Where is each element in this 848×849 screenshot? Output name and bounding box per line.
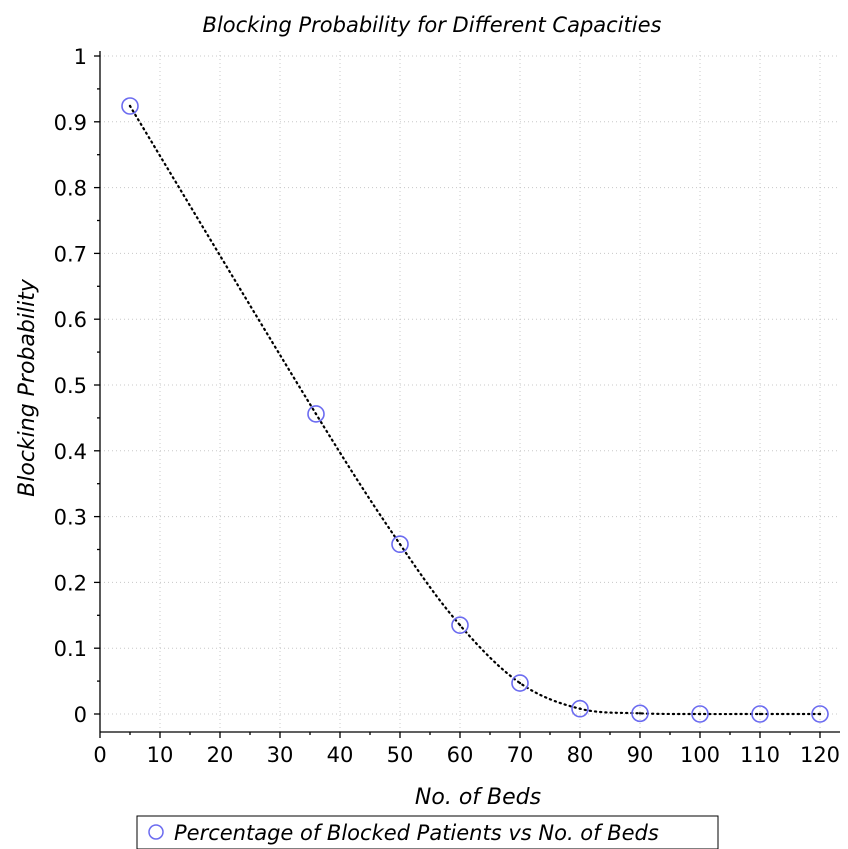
- x-gridlines: [99, 51, 821, 732]
- data-point-center: [458, 623, 462, 627]
- x-tick-label: 40: [327, 743, 354, 767]
- x-tick-label: 30: [267, 743, 294, 767]
- chart-title: Blocking Probability for Different Capac…: [203, 13, 662, 37]
- y-tick-label: 0.1: [54, 637, 87, 661]
- data-point-center: [818, 712, 822, 716]
- x-tick-label: 70: [507, 743, 534, 767]
- y-tick-label: 0.3: [54, 506, 87, 530]
- data-point-center: [698, 712, 702, 716]
- legend-box: [136, 815, 719, 849]
- data-point: [121, 97, 139, 115]
- y-tick-label: 0.4: [54, 440, 87, 464]
- series-line-group: [128, 104, 822, 716]
- x-ticks: 0 10 20 30 40 50 60 70 80 90 100 110 120: [93, 732, 840, 767]
- x-tick-label: 0: [93, 743, 106, 767]
- y-gridlines: [100, 55, 840, 715]
- data-point: [751, 705, 769, 723]
- data-point: [691, 705, 709, 723]
- data-point: [307, 405, 325, 423]
- data-point: [511, 674, 529, 692]
- data-point: [571, 699, 589, 718]
- y-ticks: 0 0.1 0.2 0.3 0.4 0.5 0.6 0.7 0.8 0.9 1: [54, 45, 100, 727]
- data-point-center: [578, 707, 582, 710]
- data-point: [451, 616, 469, 634]
- data-point: [811, 705, 829, 723]
- x-tick-label: 80: [567, 743, 594, 767]
- y-tick-label: 0.7: [54, 242, 87, 266]
- series-line: [128, 104, 822, 716]
- y-tick-label: 0.9: [54, 111, 87, 135]
- data-point: [631, 704, 649, 723]
- x-axis-label: No. of Beds: [415, 785, 541, 810]
- y-tick-label: 0.2: [54, 571, 87, 595]
- x-tick-label: 10: [147, 743, 174, 767]
- data-point-center: [638, 712, 642, 715]
- x-tick-label: 60: [447, 743, 474, 767]
- x-tick-label: 100: [680, 743, 720, 767]
- series-points-group: [121, 97, 829, 723]
- x-tick-label: 20: [207, 743, 234, 767]
- y-tick-label: 0: [74, 703, 87, 727]
- x-tick-label: 50: [387, 743, 414, 767]
- legend: Percentage of Blocked Patients vs No. of…: [136, 815, 719, 849]
- x-tick-label: 120: [800, 743, 840, 767]
- data-point-center: [314, 412, 318, 416]
- data-point-center: [398, 543, 402, 546]
- data-point: [391, 535, 409, 554]
- data-point-center: [758, 712, 762, 716]
- data-point-center: [518, 681, 522, 685]
- y-tick-label: 1: [74, 45, 87, 69]
- x-tick-label: 110: [740, 743, 780, 767]
- y-tick-label: 0.6: [54, 308, 87, 332]
- y-tick-label: 0.5: [54, 374, 87, 398]
- data-point-center: [128, 104, 132, 108]
- y-tick-label: 0.8: [54, 177, 87, 201]
- x-tick-label: 90: [627, 743, 654, 767]
- y-axis-label: Blocking Probability: [15, 278, 40, 497]
- legend-label: Percentage of Blocked Patients vs No. of…: [174, 821, 659, 845]
- legend-marker-icon: [148, 824, 164, 840]
